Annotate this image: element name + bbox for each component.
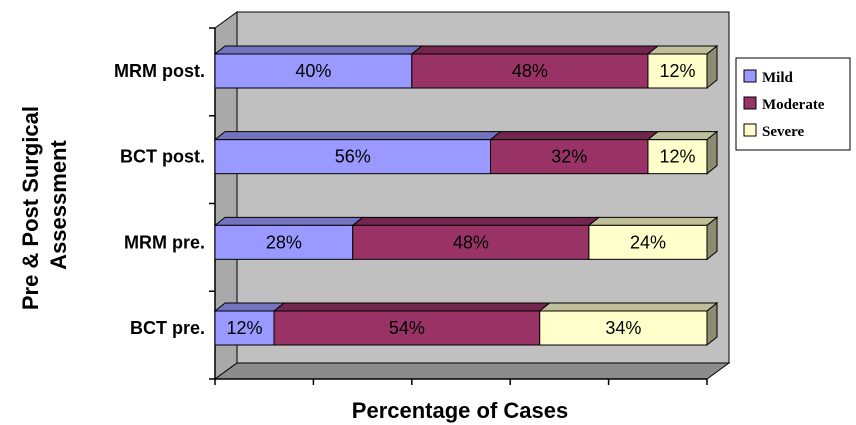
data-label: 34% (605, 318, 641, 338)
bar-top-severe (646, 131, 719, 141)
bar-top-mild (213, 45, 424, 55)
plot-floor (213, 362, 731, 380)
bar-side (706, 130, 718, 175)
data-label: 40% (295, 61, 331, 81)
category-label: BCT pre. (130, 318, 205, 338)
bar-top-severe (538, 302, 719, 312)
bar-severe (539, 310, 708, 346)
bar-top-moderate (410, 45, 660, 55)
bar-mild (214, 224, 354, 260)
data-label: 12% (227, 318, 263, 338)
legend-label-mild: Mild (762, 70, 793, 86)
legend-swatch-moderate (743, 96, 757, 110)
data-label: 48% (453, 232, 489, 252)
bar-moderate (490, 139, 649, 175)
data-label: 32% (551, 147, 587, 167)
bar-top-moderate (351, 216, 601, 226)
x-axis-title: Percentage of Cases (352, 398, 568, 423)
x-axis-ticks (214, 379, 708, 385)
bar-top-severe (587, 216, 719, 226)
y-axis-title-line-2: Assessment (46, 140, 71, 270)
data-label: 54% (389, 318, 425, 338)
y-axis-title-line-1: Pre & Post Surgical (18, 106, 43, 310)
bar-moderate (273, 310, 541, 346)
legend-swatch-mild (743, 69, 757, 83)
data-label: 24% (630, 232, 666, 252)
data-label: 48% (512, 61, 548, 81)
bar-top-mild (213, 131, 502, 141)
category-label: BCT post. (120, 147, 205, 167)
bar-side (706, 216, 718, 261)
data-label: 56% (335, 147, 371, 167)
legend-label-severe: Severe (762, 124, 805, 140)
bar-severe (588, 224, 708, 260)
bar-top-severe (646, 45, 719, 55)
category-label: MRM post. (114, 61, 205, 81)
bar-side (706, 44, 718, 90)
value-labels: 12% 54% 34% 28% 48% 24% 56% 32% 12% 40% 48% 12% (227, 61, 696, 338)
bar-moderate (411, 53, 649, 89)
bar-moderate (352, 224, 590, 260)
y-axis-ticks (209, 27, 215, 380)
legend-label-moderate: Moderate (762, 97, 825, 113)
bar-top-moderate (489, 131, 660, 141)
bar-severe (647, 139, 708, 175)
category-label: MRM pre. (124, 232, 205, 252)
data-label: 12% (659, 61, 695, 81)
legend-swatch-severe (743, 123, 757, 137)
category-labels: BCT pre. MRM pre. BCT post. MRM post. (114, 61, 205, 338)
bar-mild (214, 139, 492, 175)
bar-top-moderate (272, 302, 552, 312)
data-label: 28% (266, 232, 302, 252)
bar-top-mild (213, 302, 286, 312)
y-axis-title: Pre & Post Surgical Assessment (18, 100, 71, 310)
legend: Mild Moderate Severe (735, 57, 851, 151)
bars (213, 44, 719, 347)
bar-side (706, 301, 718, 347)
bar-top-mild (213, 216, 365, 226)
data-label: 12% (659, 147, 695, 167)
